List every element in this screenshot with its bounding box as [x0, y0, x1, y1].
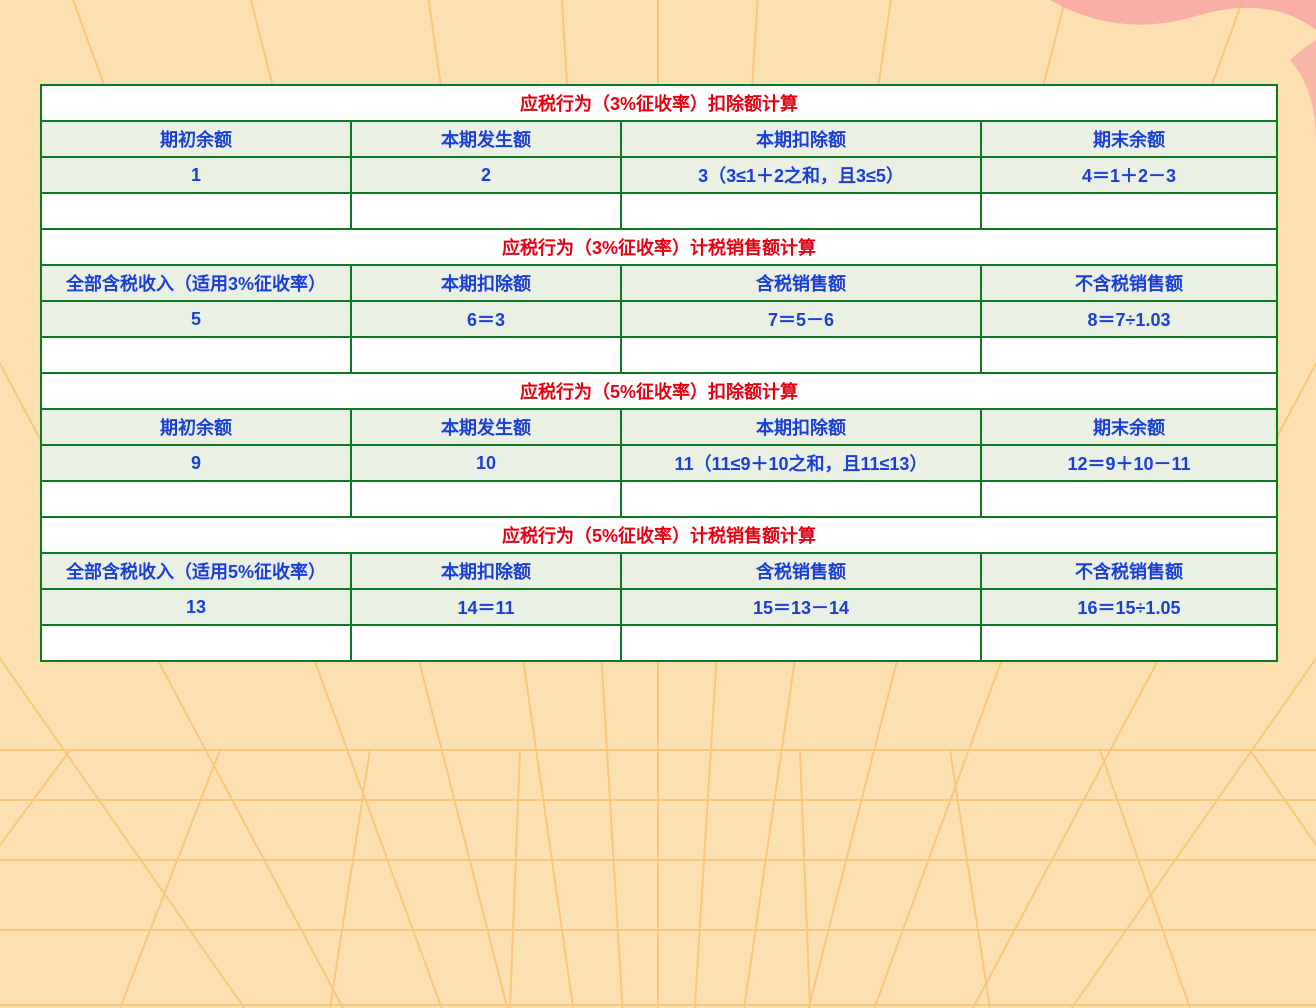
- input-cell[interactable]: [981, 625, 1277, 661]
- input-cell[interactable]: [621, 625, 981, 661]
- input-cell[interactable]: [981, 481, 1277, 517]
- input-cell[interactable]: [351, 337, 621, 373]
- col-header: 本期扣除额: [351, 553, 621, 589]
- col-header: 本期发生额: [351, 409, 621, 445]
- tax-calculation-table: 应税行为（3%征收率）扣除额计算 期初余额 本期发生额 本期扣除额 期末余额 1…: [40, 84, 1278, 662]
- col-header: 含税销售额: [621, 553, 981, 589]
- formula-cell: 7＝5－6: [621, 301, 981, 337]
- col-header: 本期扣除额: [351, 265, 621, 301]
- tax-table-container: 应税行为（3%征收率）扣除额计算 期初余额 本期发生额 本期扣除额 期末余额 1…: [40, 84, 1276, 662]
- input-cell[interactable]: [981, 193, 1277, 229]
- formula-cell: 9: [41, 445, 351, 481]
- col-header: 期初余额: [41, 121, 351, 157]
- input-cell[interactable]: [621, 337, 981, 373]
- formula-cell: 16＝15÷1.05: [981, 589, 1277, 625]
- col-header: 期末余额: [981, 409, 1277, 445]
- formula-cell: 14＝11: [351, 589, 621, 625]
- col-header: 本期发生额: [351, 121, 621, 157]
- section-title: 应税行为（3%征收率）扣除额计算: [41, 85, 1277, 121]
- col-header: 本期扣除额: [621, 121, 981, 157]
- page-root: 应税行为（3%征收率）扣除额计算 期初余额 本期发生额 本期扣除额 期末余额 1…: [0, 0, 1316, 1008]
- formula-cell: 4＝1＋2－3: [981, 157, 1277, 193]
- input-cell[interactable]: [621, 481, 981, 517]
- col-header: 不含税销售额: [981, 265, 1277, 301]
- input-cell[interactable]: [41, 337, 351, 373]
- input-cell[interactable]: [981, 337, 1277, 373]
- col-header: 不含税销售额: [981, 553, 1277, 589]
- formula-cell: 6＝3: [351, 301, 621, 337]
- section-title: 应税行为（3%征收率）计税销售额计算: [41, 229, 1277, 265]
- input-cell[interactable]: [41, 625, 351, 661]
- col-header: 全部含税收入（适用5%征收率）: [41, 553, 351, 589]
- section-title: 应税行为（5%征收率）计税销售额计算: [41, 517, 1277, 553]
- input-cell[interactable]: [41, 481, 351, 517]
- formula-cell: 1: [41, 157, 351, 193]
- section-title: 应税行为（5%征收率）扣除额计算: [41, 373, 1277, 409]
- input-cell[interactable]: [41, 193, 351, 229]
- formula-cell: 11（11≤9＋10之和，且11≤13）: [621, 445, 981, 481]
- formula-cell: 12＝9＋10－11: [981, 445, 1277, 481]
- input-cell[interactable]: [621, 193, 981, 229]
- formula-cell: 15＝13－14: [621, 589, 981, 625]
- col-header: 本期扣除额: [621, 409, 981, 445]
- input-cell[interactable]: [351, 625, 621, 661]
- col-header: 全部含税收入（适用3%征收率）: [41, 265, 351, 301]
- input-cell[interactable]: [351, 193, 621, 229]
- input-cell[interactable]: [351, 481, 621, 517]
- formula-cell: 8＝7÷1.03: [981, 301, 1277, 337]
- col-header: 期初余额: [41, 409, 351, 445]
- formula-cell: 10: [351, 445, 621, 481]
- formula-cell: 5: [41, 301, 351, 337]
- formula-cell: 2: [351, 157, 621, 193]
- formula-cell: 3（3≤1＋2之和，且3≤5）: [621, 157, 981, 193]
- formula-cell: 13: [41, 589, 351, 625]
- col-header: 期末余额: [981, 121, 1277, 157]
- col-header: 含税销售额: [621, 265, 981, 301]
